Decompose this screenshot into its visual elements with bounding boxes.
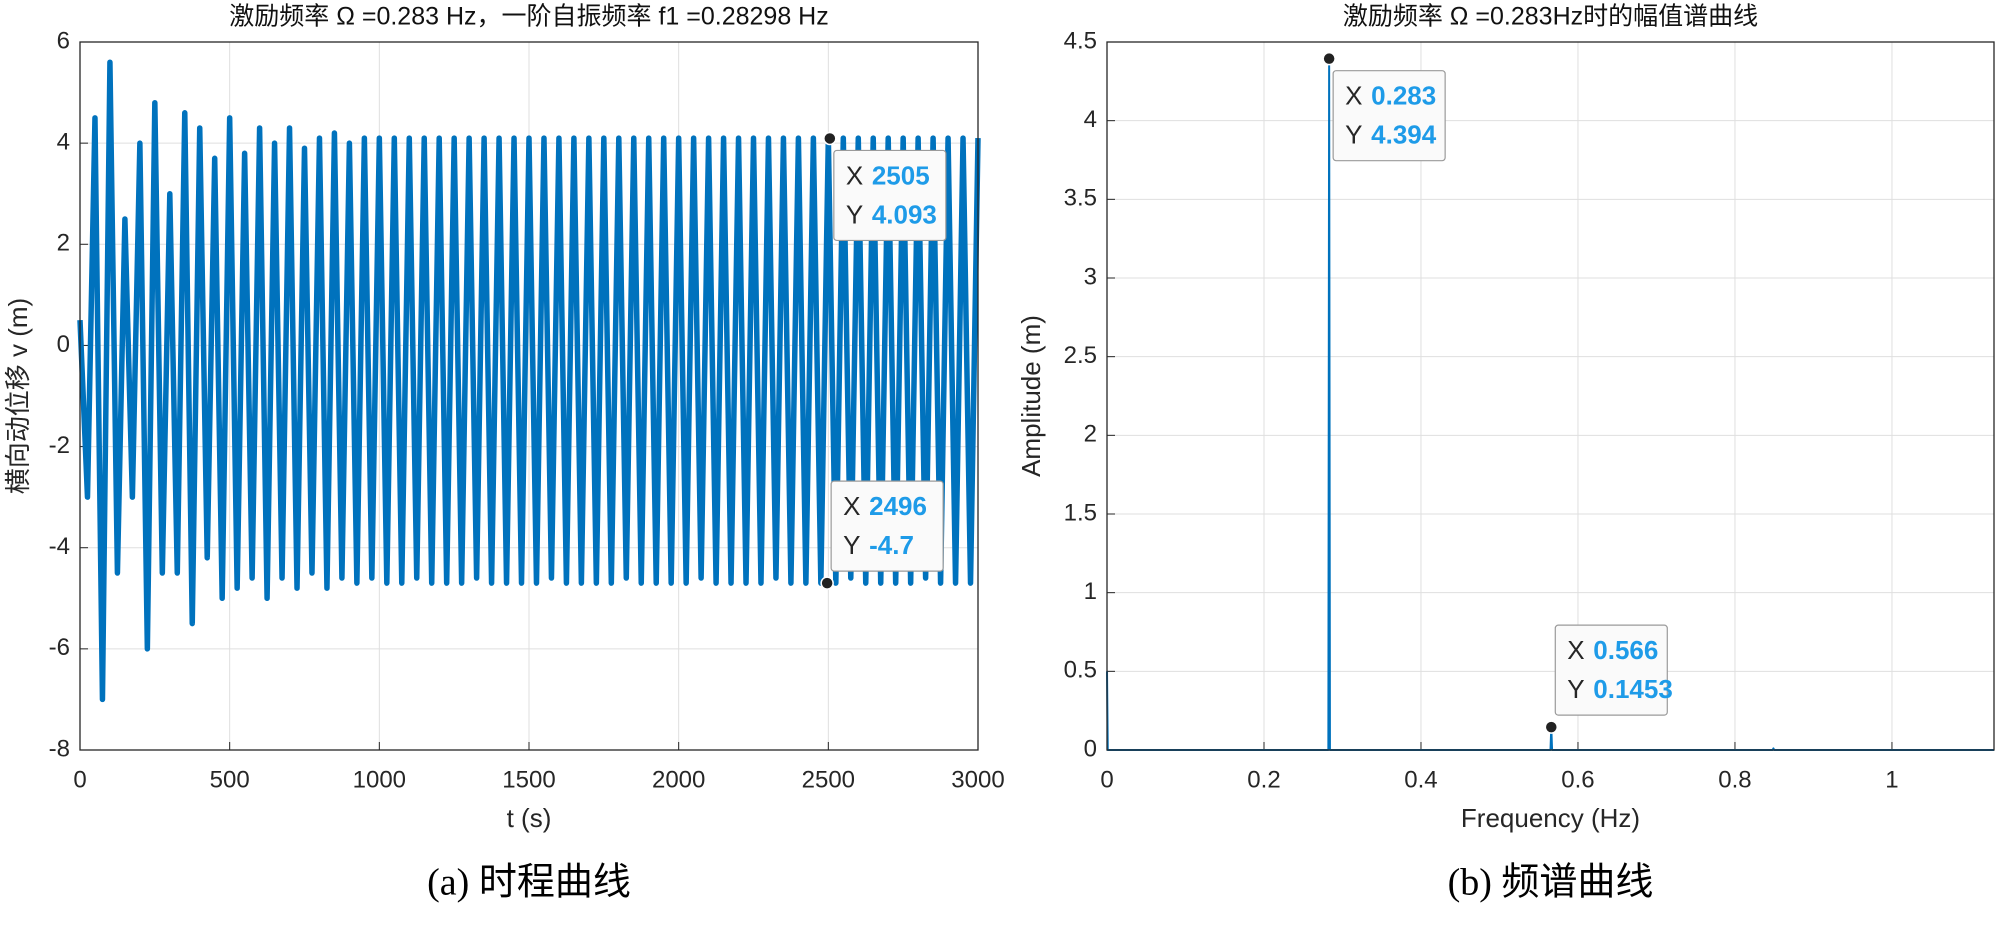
datatip-box <box>1554 624 1668 716</box>
y-tick-label: 4 <box>57 128 70 155</box>
x-tick-label: 2500 <box>802 766 855 793</box>
datatip-y-key: Y <box>843 530 860 560</box>
datatip-x-value: 0.566 <box>1593 635 1658 665</box>
datatip-marker <box>1544 720 1559 734</box>
x-axis-label: Frequency (Hz) <box>1461 803 1640 833</box>
y-axis-label: Amplitude (m) <box>1016 315 1046 477</box>
caption: (a) 时程曲线 <box>427 862 631 904</box>
y-tick-label: 0 <box>57 331 70 358</box>
datatip-x-key: X <box>1567 635 1584 665</box>
datatip-x-value: 0.283 <box>1371 81 1436 111</box>
chart-panel: 0 500 1000 1500 2000 2500 3000 -8 -6 -4 -2 0 2 4 6 激励频率… <box>3 3 1005 904</box>
datatip-y-key: Y <box>1345 120 1362 150</box>
axes-box <box>1106 41 1995 751</box>
x-tick-label: 0.8 <box>1718 766 1751 793</box>
x-tick-label: 500 <box>210 766 250 793</box>
y-tick-label: 0 <box>1084 735 1097 762</box>
plot-area <box>1107 42 1994 750</box>
datatip-x-key: X <box>1345 81 1362 111</box>
y-axis-label: 横向动位移 v (m) <box>3 298 33 494</box>
x-tick-label: 0 <box>73 766 86 793</box>
datatip-y-value: 4.093 <box>872 199 937 229</box>
datatip-y-value: 4.394 <box>1371 120 1437 150</box>
y-tick-label: 2.5 <box>1064 342 1097 369</box>
datatip-y-value: -4.7 <box>869 530 914 560</box>
datatip-box <box>830 480 944 572</box>
y-tick-label: -4 <box>49 533 70 560</box>
x-axis-label: t (s) <box>507 803 552 833</box>
datatip-marker <box>820 576 834 590</box>
x-tick-label: 2000 <box>652 766 705 793</box>
datatip: X 2496 Y -4.7 <box>820 480 944 590</box>
y-tick-label: 1 <box>1084 578 1097 605</box>
y-tick-label: -6 <box>49 634 70 661</box>
x-tick-label: 1 <box>1885 766 1898 793</box>
datatip-box <box>833 149 947 242</box>
datatip-marker <box>823 131 837 146</box>
datatip-y-key: Y <box>846 199 863 229</box>
x-tick-label: 0.2 <box>1247 766 1280 793</box>
y-tick-label: 3 <box>1084 263 1097 290</box>
datatip-y-key: Y <box>1567 674 1584 704</box>
datatip-x-key: X <box>846 160 863 190</box>
y-tick-label: 2 <box>1084 421 1097 448</box>
y-tick-label: -2 <box>49 432 70 459</box>
x-tick-label: 1000 <box>353 766 406 793</box>
datatip: X 0.283 Y 4.394 <box>1322 51 1446 162</box>
chart-title: 激励频率 Ω =0.283 Hz，一阶自振频率 f1 =0.28298 Hz <box>229 3 828 31</box>
x-tick-label: 0.6 <box>1561 766 1594 793</box>
datatip-x-value: 2505 <box>872 160 930 190</box>
axes-box <box>79 41 979 751</box>
chart-panel: 0 0.2 0.4 0.6 0.8 1 0 0.5 1 1.5 2 2.5 3 3.5 4 4.5 激励频率 Ω… <box>1016 3 1995 904</box>
y-tick-label: -8 <box>49 735 70 762</box>
y-tick-label: 6 <box>57 27 70 54</box>
datatip-x-key: X <box>843 491 860 521</box>
datatip-y-value: 0.1453 <box>1593 674 1673 704</box>
y-tick-label: 4.5 <box>1064 27 1097 54</box>
y-tick-label: 1.5 <box>1064 499 1097 526</box>
y-tick-label: 4 <box>1084 106 1097 133</box>
y-tick-label: 0.5 <box>1064 657 1097 684</box>
x-tick-label: 1500 <box>502 766 555 793</box>
x-tick-label: 0 <box>1100 766 1113 793</box>
datatip-box <box>1332 70 1446 162</box>
caption: (b) 频谱曲线 <box>1448 862 1654 904</box>
datatip: X 2505 Y 4.093 <box>823 131 947 242</box>
y-tick-label: 2 <box>57 230 70 257</box>
chart-title: 激励频率 Ω =0.283Hz时的幅值谱曲线 <box>1343 3 1758 31</box>
datatip-x-value: 2496 <box>869 491 927 521</box>
datatip: X 0.566 Y 0.1453 <box>1544 624 1673 734</box>
y-tick-label: 3.5 <box>1064 185 1097 212</box>
x-tick-label: 3000 <box>951 766 1004 793</box>
datatip-marker <box>1322 51 1336 66</box>
x-tick-label: 0.4 <box>1404 766 1437 793</box>
